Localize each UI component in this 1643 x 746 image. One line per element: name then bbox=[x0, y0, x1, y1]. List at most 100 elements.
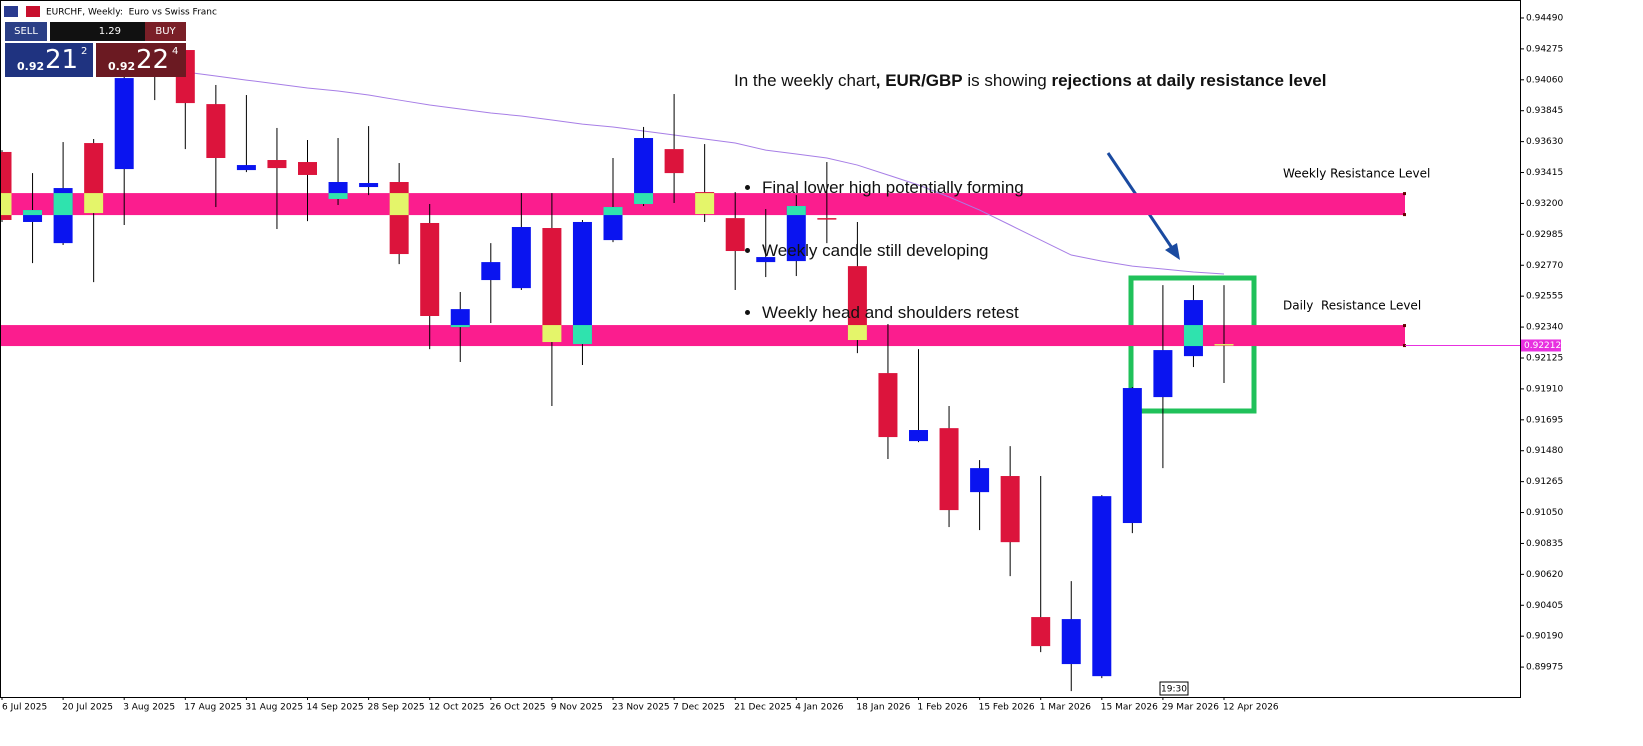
candle-body bbox=[481, 262, 501, 281]
buy-button[interactable]: BUY bbox=[145, 22, 186, 41]
x-tick-label: 15 Mar 2026 bbox=[1101, 703, 1158, 713]
candle-body bbox=[1061, 619, 1081, 665]
zone-overlap bbox=[450, 325, 470, 328]
sell-price[interactable]: 0.92 21 2 bbox=[5, 43, 93, 77]
candle-body bbox=[0, 151, 12, 220]
bullet-list: Final lower high potentially forming Wee… bbox=[734, 137, 1326, 365]
y-tick-label: 0.91480 bbox=[1526, 446, 1563, 456]
x-tick-label: 17 Aug 2025 bbox=[184, 703, 242, 713]
zone-overlap bbox=[603, 207, 623, 216]
symbol-icon bbox=[26, 6, 40, 17]
candle-body bbox=[572, 221, 592, 345]
x-tick-label: 6 Jul 2025 bbox=[2, 703, 47, 713]
zone-overlap bbox=[1183, 325, 1203, 347]
bullet: Final lower high potentially forming bbox=[762, 177, 1326, 200]
candle-body bbox=[298, 162, 317, 175]
candle-body bbox=[847, 266, 867, 341]
zone-overlap bbox=[328, 193, 348, 199]
zone-overlap bbox=[634, 193, 654, 205]
y-tick-label: 0.94060 bbox=[1526, 75, 1563, 85]
zone-label: Daily Resistance Level bbox=[1283, 299, 1421, 313]
zone-overlap bbox=[695, 193, 715, 215]
y-tick-label: 0.92985 bbox=[1526, 230, 1563, 240]
x-tick-label: 12 Oct 2025 bbox=[429, 703, 485, 713]
x-tick-label: 23 Nov 2025 bbox=[612, 703, 670, 713]
x-tick-label: 3 Aug 2025 bbox=[123, 703, 175, 713]
zone-overlap bbox=[1214, 344, 1234, 346]
x-tick-label: 4 Jan 2026 bbox=[795, 703, 843, 713]
candle-body bbox=[634, 138, 654, 205]
candle-body bbox=[1000, 476, 1020, 543]
volume: 1.29 bbox=[98, 26, 121, 37]
y-tick-label: 0.91265 bbox=[1526, 477, 1563, 487]
price-small: 2 bbox=[81, 46, 88, 57]
zone-overlap bbox=[0, 193, 12, 216]
zone-overlap bbox=[23, 210, 43, 216]
annotation: In the weekly chart, EUR/GBP is showing … bbox=[734, 31, 1326, 385]
candle-body bbox=[420, 222, 440, 317]
x-tick-label: 1 Feb 2026 bbox=[918, 703, 969, 713]
volume-box[interactable]: 1.29 bbox=[50, 22, 145, 41]
candle-body bbox=[1122, 388, 1142, 524]
buy-price[interactable]: 0.92 22 4 bbox=[96, 43, 186, 77]
app-icon bbox=[4, 6, 18, 17]
x-tick-label: 31 Aug 2025 bbox=[245, 703, 303, 713]
bullet: Weekly candle still developing bbox=[762, 240, 1326, 263]
y-tick-label: 0.93845 bbox=[1526, 106, 1563, 116]
countdown: 19:30 bbox=[1161, 685, 1187, 695]
x-tick-label: 18 Jan 2026 bbox=[856, 703, 910, 713]
text: In the weekly chart bbox=[734, 71, 876, 90]
sell-button[interactable]: SELL bbox=[5, 22, 47, 41]
x-tick-label: 28 Sep 2025 bbox=[368, 703, 425, 713]
candle-body bbox=[1031, 617, 1051, 647]
zone-end bbox=[1403, 344, 1406, 348]
current-price-box bbox=[1521, 339, 1561, 352]
x-tick-label: 12 Apr 2026 bbox=[1223, 703, 1279, 713]
candle-body bbox=[878, 373, 898, 438]
candle-body bbox=[603, 207, 623, 241]
zone-overlap bbox=[572, 325, 592, 345]
bullet: Weekly head and shoulders retest bbox=[762, 302, 1326, 325]
x-tick-label: 15 Feb 2026 bbox=[979, 703, 1035, 713]
candle-body bbox=[389, 182, 409, 255]
current-price-label: 0.92212 bbox=[1524, 341, 1561, 351]
resistance-zone bbox=[0, 325, 1405, 347]
x-tick-label: 14 Sep 2025 bbox=[307, 703, 364, 713]
y-tick-label: 0.91910 bbox=[1526, 384, 1563, 394]
candle-body bbox=[542, 228, 562, 343]
zone-overlap bbox=[847, 325, 867, 341]
y-tick-label: 0.93200 bbox=[1526, 199, 1563, 209]
text-bold: rejections at daily resistance level bbox=[1051, 71, 1327, 90]
y-tick-label: 0.93415 bbox=[1526, 168, 1563, 178]
candle-body bbox=[511, 227, 531, 289]
countdown-box bbox=[1159, 681, 1189, 696]
y-tick-label: 0.91695 bbox=[1526, 415, 1563, 425]
zone-end bbox=[1403, 213, 1406, 217]
plot-frame bbox=[0, 0, 1521, 698]
y-tick-label: 0.90620 bbox=[1526, 570, 1563, 580]
zone-overlap bbox=[786, 206, 806, 216]
candle-body bbox=[1092, 496, 1112, 677]
y-tick-label: 0.89975 bbox=[1526, 663, 1563, 673]
x-tick-label: 1 Mar 2026 bbox=[1040, 703, 1092, 713]
y-tick-label: 0.92770 bbox=[1526, 261, 1563, 271]
candle-body bbox=[756, 257, 776, 263]
candle-body bbox=[359, 183, 379, 188]
text-bold: , EUR/GBP bbox=[875, 71, 963, 90]
zone-overlap bbox=[542, 325, 562, 343]
y-tick-label: 0.92555 bbox=[1526, 292, 1563, 302]
candle-body bbox=[206, 104, 226, 159]
price-big: 21 bbox=[45, 45, 79, 75]
annotation-title: In the weekly chart, EUR/GBP is showing … bbox=[734, 71, 1326, 91]
y-tick-label: 0.91050 bbox=[1526, 508, 1563, 518]
candle-body bbox=[909, 430, 928, 442]
y-tick-label: 0.94275 bbox=[1526, 44, 1563, 54]
price-big: 22 bbox=[136, 45, 170, 75]
zone-end bbox=[1403, 324, 1406, 328]
x-tick-label: 9 Nov 2025 bbox=[551, 703, 603, 713]
y-tick-label: 0.90190 bbox=[1526, 632, 1563, 642]
price-prefix: 0.92 bbox=[108, 60, 136, 73]
candle-body bbox=[450, 309, 470, 328]
